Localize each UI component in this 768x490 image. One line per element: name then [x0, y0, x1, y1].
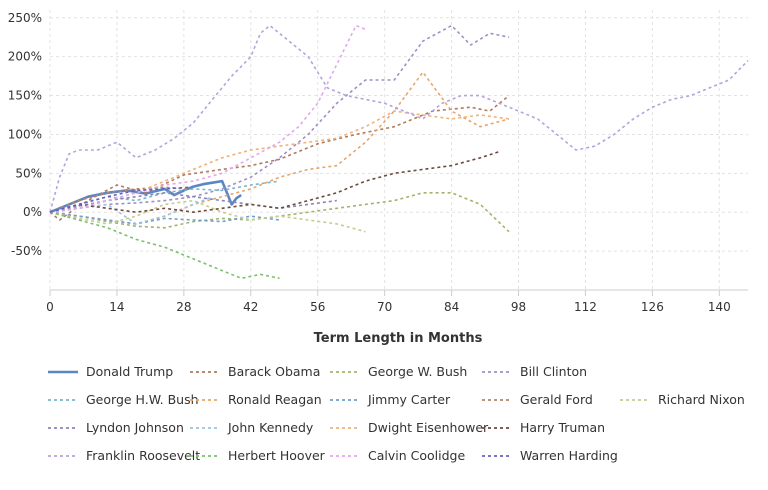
series-line-6 [49, 211, 280, 225]
y-tick-label: -50% [11, 244, 42, 258]
series-line-14 [49, 211, 280, 280]
legend-label: George W. Bush [368, 364, 467, 379]
x-tick-label: 28 [176, 300, 191, 314]
x-tick-label: 84 [444, 300, 459, 314]
y-tick-label: 200% [8, 50, 42, 64]
legend-item[interactable]: Donald Trump [48, 364, 173, 379]
legend-item[interactable]: Harry Truman [482, 420, 605, 435]
legend-label: Jimmy Carter [367, 392, 451, 407]
legend-label: Calvin Coolidge [368, 448, 465, 463]
series-lines [49, 24, 749, 280]
legend-label: John Kennedy [227, 420, 314, 435]
legend-item[interactable]: Richard Nixon [620, 392, 745, 407]
y-tick-label: 0% [23, 205, 42, 219]
legend-label: Bill Clinton [520, 364, 587, 379]
legend-item[interactable]: George H.W. Bush [48, 392, 199, 407]
series-line-10 [49, 195, 213, 225]
x-tick-label: 0 [46, 300, 54, 314]
y-tick-label: 250% [8, 11, 42, 25]
x-tick-label: 112 [574, 300, 597, 314]
legend-label: Richard Nixon [658, 392, 745, 407]
legend-item[interactable]: Barack Obama [190, 364, 320, 379]
series-line-7 [49, 186, 189, 213]
x-tick-label: 140 [708, 300, 731, 314]
legend-label: George H.W. Bush [86, 392, 199, 407]
series-line-1 [49, 94, 510, 221]
series-line-16 [49, 186, 189, 213]
legend-label: Warren Harding [520, 448, 618, 463]
series-line-15 [49, 24, 366, 213]
x-tick-label: 70 [377, 300, 392, 314]
series-line-5 [49, 71, 510, 225]
x-tick-label: 56 [310, 300, 325, 314]
series-line-2 [49, 192, 510, 233]
x-tick-label: 98 [511, 300, 526, 314]
legend-item[interactable]: Gerald Ford [482, 392, 593, 407]
axes: -50% 0% 50% 100% 150% 200% 250% 0 14 28 42 56 70 84 98… [8, 11, 748, 314]
legend-item[interactable]: Ronald Reagan [190, 392, 322, 407]
legend-item[interactable]: Warren Harding [482, 448, 618, 463]
series-line-3 [49, 24, 510, 213]
legend-item[interactable]: Calvin Coolidge [330, 448, 465, 463]
legend: Donald Trump Barack Obama George W. Bush Bi… [48, 364, 745, 463]
y-tick-label: 100% [8, 127, 42, 141]
legend-label: Barack Obama [228, 364, 320, 379]
x-axis-title: Term Length in Months [314, 331, 483, 346]
legend-item[interactable]: Bill Clinton [482, 364, 587, 379]
legend-label: Herbert Hoover [228, 448, 326, 463]
legend-item[interactable]: Franklin Roosevelt [48, 448, 200, 463]
series-line-12 [49, 150, 500, 213]
legend-item[interactable]: Jimmy Carter [330, 392, 451, 407]
legend-label: Lyndon Johnson [86, 420, 184, 435]
y-tick-label: 50% [15, 166, 42, 180]
series-line-8 [49, 199, 366, 233]
legend-label: Donald Trump [86, 364, 173, 379]
x-tick-label: 14 [109, 300, 124, 314]
legend-item[interactable]: Lyndon Johnson [48, 420, 184, 435]
grid [49, 10, 748, 290]
x-tick-label: 126 [641, 300, 664, 314]
legend-label: Harry Truman [520, 420, 605, 435]
legend-item[interactable]: John Kennedy [190, 420, 314, 435]
legend-item[interactable]: Herbert Hoover [190, 448, 326, 463]
legend-label: Gerald Ford [520, 392, 593, 407]
series-line-13 [49, 24, 749, 213]
series-line-11 [49, 110, 510, 213]
y-tick-label: 150% [8, 89, 42, 103]
legend-label: Franklin Roosevelt [86, 448, 200, 463]
x-tick-label: 42 [243, 300, 258, 314]
legend-label: Ronald Reagan [228, 392, 322, 407]
legend-item[interactable]: George W. Bush [330, 364, 467, 379]
legend-item[interactable]: Dwight Eisenhower [330, 420, 489, 435]
legend-label: Dwight Eisenhower [368, 420, 489, 435]
